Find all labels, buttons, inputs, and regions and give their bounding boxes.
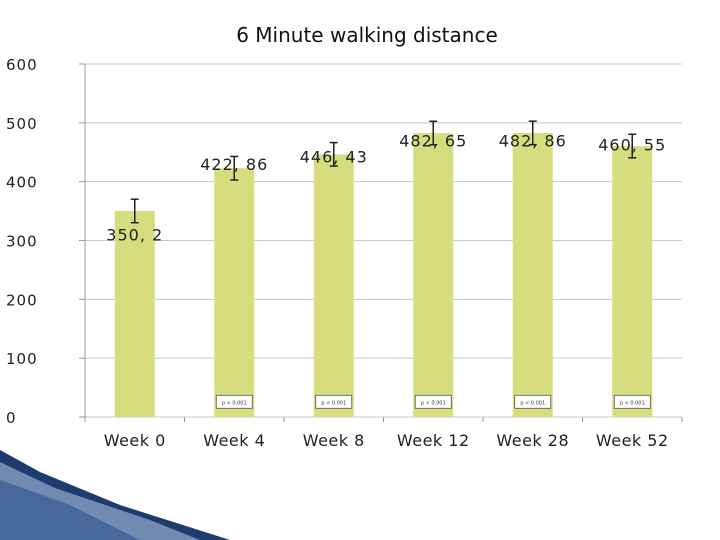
gridlines [79,63,683,422]
decoration-wave-mid [0,480,140,540]
data-label: 482, 86 [499,131,567,150]
x-tick-label: Week 4 [203,431,265,450]
data-label: 460, 55 [598,136,666,155]
x-axis-ticks: Week 0 Week 4 Week 8 Week 12 Week 28 Week 52 [104,431,669,450]
x-tick-label: Week 28 [496,431,569,450]
y-tick-label: 100 [6,350,38,368]
p-value-label: p < 0.001 [520,400,545,406]
p-value-box [215,394,253,409]
x-tick-label: Week 12 [397,431,470,450]
bars [114,132,653,418]
error-bars [130,120,637,224]
p-value-box [414,394,452,409]
y-tick-label: 200 [6,291,38,309]
y-tick-label: 300 [6,233,38,251]
data-label: 482, 65 [399,131,467,150]
data-labels: 350, 2 422, 86 446, 43 482, 65 482, 86 460, 5… [106,131,666,245]
bar [612,146,653,417]
p-value-boxes: p < 0.001 p < 0.001 p < 0.001 p < 0.001 p < … [215,394,651,409]
bar [114,210,155,417]
y-axis-ticks: 0 100 200 300 400 500 600 [6,56,38,427]
x-tick-label: Week 52 [596,431,669,450]
bar [512,132,553,418]
p-value-label: p < 0.001 [321,400,346,406]
data-label: 446, 43 [300,147,368,166]
y-tick-label: 0 [6,409,17,427]
bar [313,154,354,418]
bar [413,133,454,417]
p-value-label: p < 0.001 [421,400,446,406]
x-tick-label: Week 8 [303,431,365,450]
data-label: 350, 2 [106,226,163,245]
p-value-label: p < 0.001 [222,400,247,406]
p-value-box [514,394,552,409]
p-value-box [315,394,353,409]
slide-decoration [0,450,230,540]
bar [214,168,255,417]
y-tick-label: 500 [6,115,38,133]
p-value-label: p < 0.001 [620,400,645,406]
data-label: 422, 86 [200,155,268,174]
p-value-box [613,394,651,409]
x-tick-label: Week 0 [104,431,166,450]
chart-title: 6 Minute walking distance [236,23,498,47]
y-tick-label: 400 [6,174,38,192]
y-tick-label: 600 [6,56,38,74]
